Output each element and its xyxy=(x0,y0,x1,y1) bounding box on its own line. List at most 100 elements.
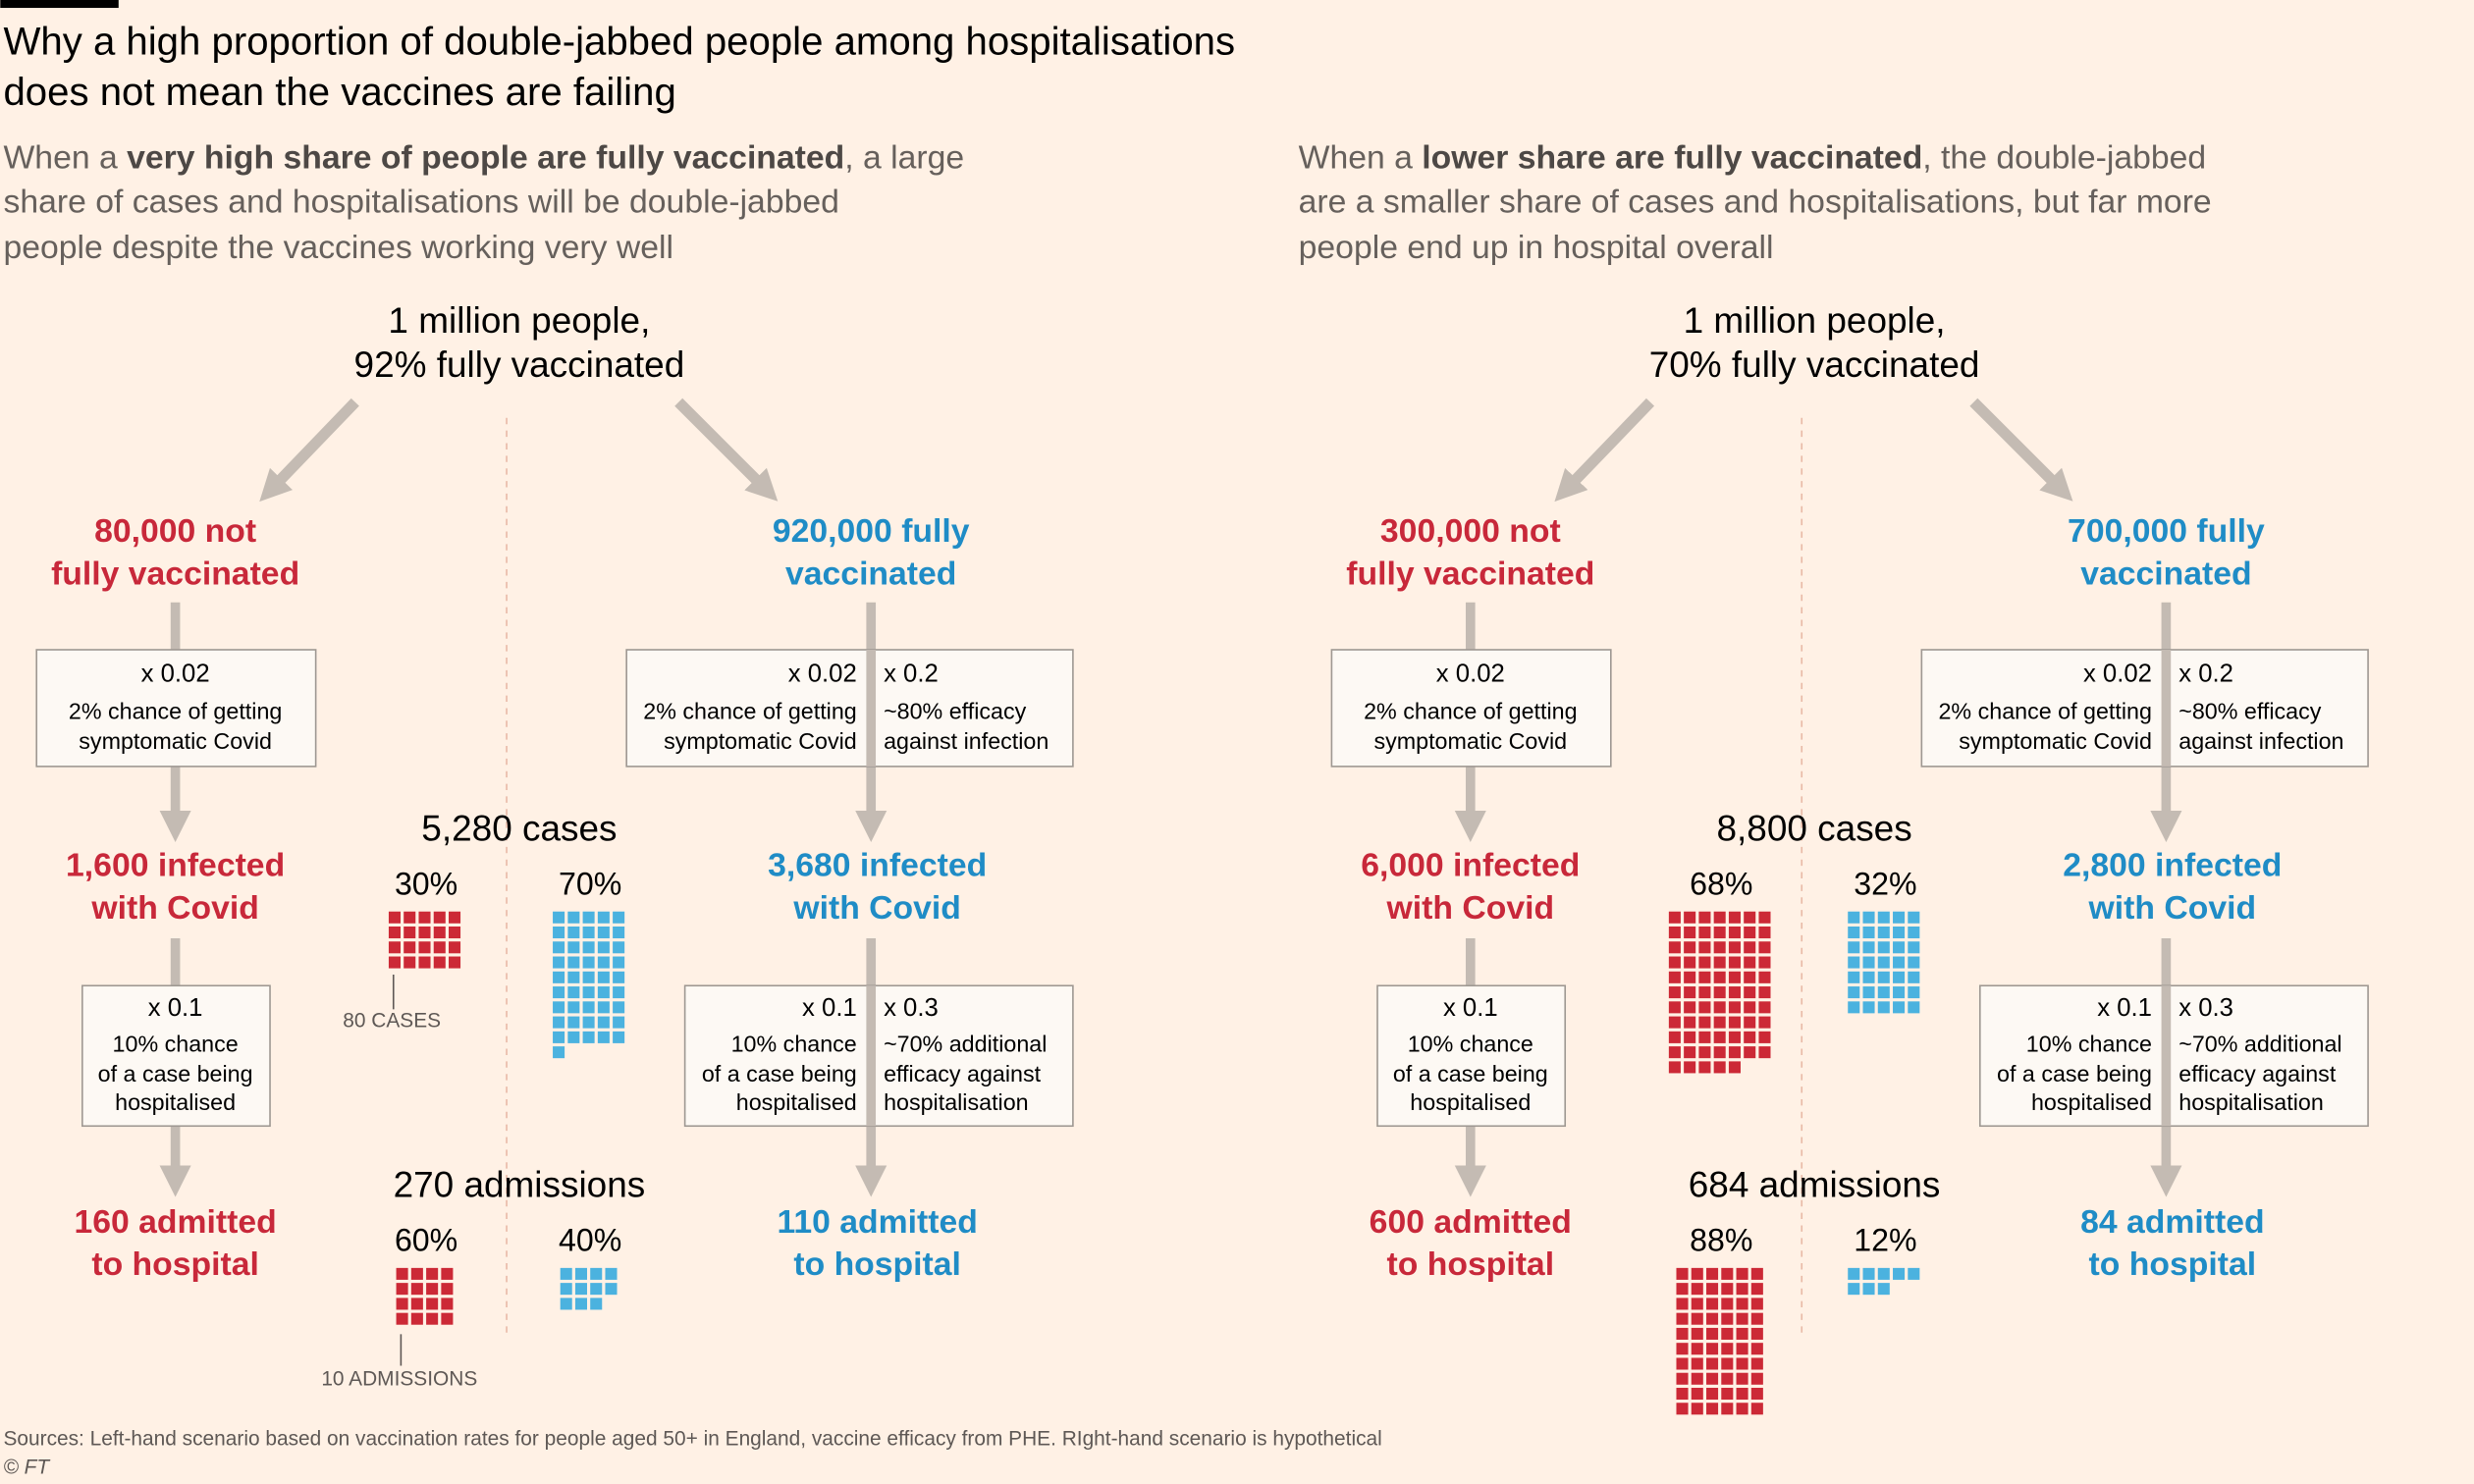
factor-box xyxy=(81,984,271,1128)
waffle-square xyxy=(1691,1343,1703,1355)
waffle-square xyxy=(1676,1403,1689,1415)
factor: x 0.1 xyxy=(1443,994,1498,1022)
waffle-square xyxy=(1862,971,1875,983)
admitted: to hospital xyxy=(91,1246,259,1283)
waffle-square xyxy=(567,956,580,969)
waffle-square xyxy=(403,911,416,924)
waffle-square xyxy=(597,941,610,954)
waffle-square xyxy=(1713,941,1726,954)
waffle-square xyxy=(1908,1001,1920,1014)
waffle-square xyxy=(1721,1298,1734,1310)
factor: x 0.02 xyxy=(2083,660,2152,687)
factor-note: hospitalised xyxy=(736,1089,857,1115)
waffle-square xyxy=(1877,926,1890,939)
waffle-square xyxy=(1728,911,1741,924)
waffle-square xyxy=(613,1001,625,1014)
waffle-square xyxy=(1691,1403,1703,1415)
waffle-square xyxy=(582,1001,595,1014)
factor-note: ~80% efficacy xyxy=(884,698,1027,723)
waffle-square xyxy=(1676,1343,1689,1355)
factor-note: 2% chance of getting xyxy=(1938,698,2151,723)
waffle-square xyxy=(1848,1267,1860,1280)
waffle-square xyxy=(1758,1031,1771,1043)
waffle-square xyxy=(1893,941,1906,954)
waffle-square xyxy=(1758,986,1771,999)
admitted: to hospital xyxy=(2089,1246,2257,1283)
waffle-square xyxy=(1750,1283,1763,1296)
waffle-square xyxy=(1691,1298,1703,1310)
factor-note: hospitalised xyxy=(115,1089,236,1115)
infected: with Covid xyxy=(90,889,259,927)
waffle-square xyxy=(597,956,610,969)
share: 70% xyxy=(559,867,621,902)
waffle-square xyxy=(1668,986,1681,999)
factor-box xyxy=(1330,649,1612,768)
waffle-square xyxy=(613,956,625,969)
waffle-square xyxy=(426,1312,439,1325)
waffle-square xyxy=(553,926,565,939)
waffle-square xyxy=(605,1283,618,1296)
waffle-square xyxy=(1736,1298,1748,1310)
intro-text: people end up in hospital overall xyxy=(1299,229,1774,266)
admitted: 600 admitted xyxy=(1370,1203,1572,1241)
waffle-square xyxy=(1736,1327,1748,1340)
waffle-square xyxy=(433,911,446,924)
factor-note: hospitalisation xyxy=(2178,1089,2324,1115)
waffle-square xyxy=(1713,1031,1726,1043)
factor: x 0.02 xyxy=(788,660,857,687)
waffle-square xyxy=(441,1267,454,1280)
waffle-square xyxy=(1668,1001,1681,1014)
waffle-square xyxy=(1877,941,1890,954)
waffle-square xyxy=(1684,926,1696,939)
waffle-square xyxy=(553,1031,565,1043)
cases-total: 5,280 cases xyxy=(421,809,617,849)
factor-note: against infection xyxy=(2178,728,2343,754)
waffle-square xyxy=(1691,1312,1703,1325)
intro-text: people despite the vaccines working very… xyxy=(3,229,673,266)
waffle-square xyxy=(590,1283,603,1296)
waffle-square xyxy=(1676,1357,1689,1370)
waffle-square xyxy=(1728,1046,1741,1059)
waffle-square xyxy=(567,941,580,954)
admitted: 110 admitted xyxy=(777,1203,977,1241)
waffle-square xyxy=(1862,1267,1875,1280)
waffle-square xyxy=(1721,1312,1734,1325)
waffle-square xyxy=(1744,986,1756,999)
waffle-square xyxy=(1758,926,1771,939)
waffle-square xyxy=(1668,956,1681,969)
factor-note: ~70% additional xyxy=(2178,1031,2341,1056)
waffle-square xyxy=(560,1267,572,1280)
share: 68% xyxy=(1690,867,1752,902)
branch-label: 80,000 not xyxy=(94,512,256,550)
factor: x 0.02 xyxy=(1436,660,1505,687)
waffle-square xyxy=(1877,1001,1890,1014)
waffle-square xyxy=(1736,1312,1748,1325)
waffle-square xyxy=(1706,1387,1719,1401)
waffle-square xyxy=(433,941,446,954)
factor-note: symptomatic Covid xyxy=(1959,728,2152,754)
waffle-square xyxy=(1862,986,1875,999)
waffle-square xyxy=(1908,1267,1920,1280)
waffle-square xyxy=(1706,1298,1719,1310)
branch-arrow xyxy=(259,398,359,503)
waffle-square xyxy=(1862,1001,1875,1014)
intro-segment: are a smaller share of cases and hospita… xyxy=(1299,183,2212,220)
intro-segment: , the double-jabbed xyxy=(1922,138,2206,176)
waffle-square xyxy=(418,956,431,969)
infected: with Covid xyxy=(792,889,961,927)
waffle-square xyxy=(1848,1283,1860,1296)
waffle-square xyxy=(1750,1403,1763,1415)
factor-note: of a case being xyxy=(98,1061,253,1086)
waffle-square xyxy=(449,941,461,954)
waffle-square xyxy=(1744,1016,1756,1029)
waffle-square xyxy=(426,1298,439,1310)
intro-segment: people end up in hospital overall xyxy=(1299,229,1774,266)
factor-note: ~80% efficacy xyxy=(2178,698,2322,723)
waffle-square xyxy=(1877,986,1890,999)
waffle-square xyxy=(1676,1267,1689,1280)
waffle-square xyxy=(1877,956,1890,969)
waffle-square xyxy=(1698,971,1711,983)
waffle-square xyxy=(1736,1357,1748,1370)
factor-note: against infection xyxy=(884,728,1049,754)
